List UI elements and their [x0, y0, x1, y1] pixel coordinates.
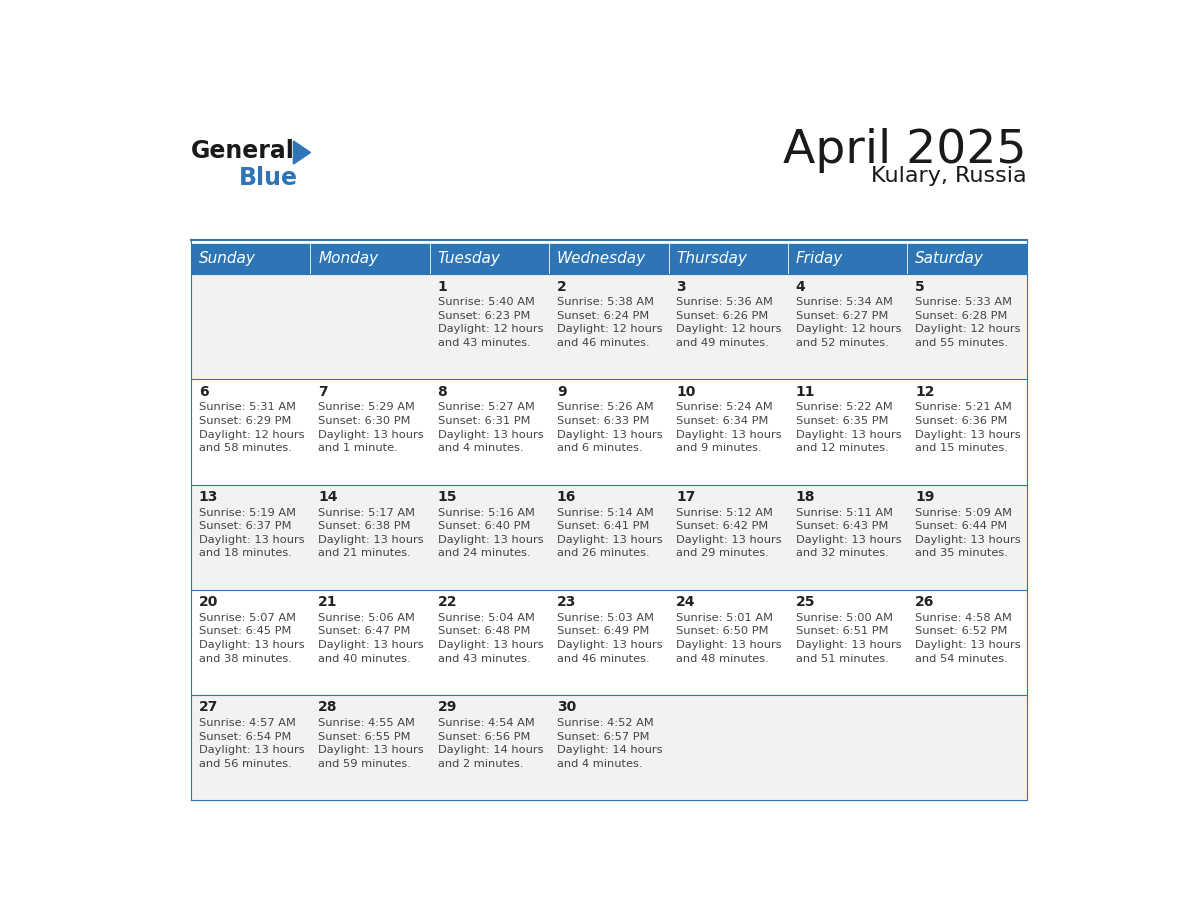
Text: April 2025: April 2025 [783, 128, 1026, 173]
Text: Sunrise: 5:12 AM
Sunset: 6:42 PM
Daylight: 13 hours
and 29 minutes.: Sunrise: 5:12 AM Sunset: 6:42 PM Dayligh… [676, 508, 782, 558]
Text: Sunrise: 4:58 AM
Sunset: 6:52 PM
Daylight: 13 hours
and 54 minutes.: Sunrise: 4:58 AM Sunset: 6:52 PM Dayligh… [915, 613, 1020, 664]
Text: Sunrise: 5:31 AM
Sunset: 6:29 PM
Daylight: 12 hours
and 58 minutes.: Sunrise: 5:31 AM Sunset: 6:29 PM Dayligh… [198, 402, 304, 453]
Text: 23: 23 [557, 595, 576, 610]
Text: Sunrise: 5:22 AM
Sunset: 6:35 PM
Daylight: 13 hours
and 12 minutes.: Sunrise: 5:22 AM Sunset: 6:35 PM Dayligh… [796, 402, 902, 453]
Text: Monday: Monday [318, 252, 378, 266]
Text: Sunrise: 5:38 AM
Sunset: 6:24 PM
Daylight: 12 hours
and 46 minutes.: Sunrise: 5:38 AM Sunset: 6:24 PM Dayligh… [557, 297, 663, 348]
Text: 4: 4 [796, 280, 805, 294]
Bar [191, 695, 1026, 800]
Text: Sunrise: 5:40 AM
Sunset: 6:23 PM
Daylight: 12 hours
and 43 minutes.: Sunrise: 5:40 AM Sunset: 6:23 PM Dayligh… [437, 297, 543, 348]
Text: Blue: Blue [239, 166, 298, 190]
Text: Sunrise: 4:57 AM
Sunset: 6:54 PM
Daylight: 13 hours
and 56 minutes.: Sunrise: 4:57 AM Sunset: 6:54 PM Dayligh… [198, 718, 304, 768]
Bar [549, 243, 669, 274]
Text: 27: 27 [198, 700, 219, 714]
Text: Sunrise: 5:16 AM
Sunset: 6:40 PM
Daylight: 13 hours
and 24 minutes.: Sunrise: 5:16 AM Sunset: 6:40 PM Dayligh… [437, 508, 543, 558]
Text: 8: 8 [437, 385, 448, 398]
Bar [310, 243, 430, 274]
Text: Sunrise: 5:21 AM
Sunset: 6:36 PM
Daylight: 13 hours
and 15 minutes.: Sunrise: 5:21 AM Sunset: 6:36 PM Dayligh… [915, 402, 1020, 453]
Bar [191, 379, 1026, 485]
Text: Sunrise: 4:55 AM
Sunset: 6:55 PM
Daylight: 13 hours
and 59 minutes.: Sunrise: 4:55 AM Sunset: 6:55 PM Dayligh… [318, 718, 424, 768]
Bar [430, 243, 549, 274]
Text: Friday: Friday [796, 252, 842, 266]
Text: Tuesday: Tuesday [437, 252, 500, 266]
Text: Sunrise: 5:07 AM
Sunset: 6:45 PM
Daylight: 13 hours
and 38 minutes.: Sunrise: 5:07 AM Sunset: 6:45 PM Dayligh… [198, 613, 304, 664]
Text: 22: 22 [437, 595, 457, 610]
Polygon shape [293, 141, 310, 164]
Text: 18: 18 [796, 490, 815, 504]
Text: 20: 20 [198, 595, 219, 610]
Bar [191, 589, 1026, 695]
Text: Wednesday: Wednesday [557, 252, 646, 266]
Text: 12: 12 [915, 385, 935, 398]
Text: Sunrise: 5:03 AM
Sunset: 6:49 PM
Daylight: 13 hours
and 46 minutes.: Sunrise: 5:03 AM Sunset: 6:49 PM Dayligh… [557, 613, 663, 664]
Text: General: General [191, 140, 295, 163]
Text: Sunrise: 5:26 AM
Sunset: 6:33 PM
Daylight: 13 hours
and 6 minutes.: Sunrise: 5:26 AM Sunset: 6:33 PM Dayligh… [557, 402, 663, 453]
Text: 30: 30 [557, 700, 576, 714]
Text: Sunday: Sunday [198, 252, 255, 266]
Text: 3: 3 [676, 280, 685, 294]
Text: 13: 13 [198, 490, 219, 504]
Text: 2: 2 [557, 280, 567, 294]
Bar [191, 274, 1026, 379]
Text: Sunrise: 5:09 AM
Sunset: 6:44 PM
Daylight: 13 hours
and 35 minutes.: Sunrise: 5:09 AM Sunset: 6:44 PM Dayligh… [915, 508, 1020, 558]
Text: 24: 24 [676, 595, 696, 610]
Bar [669, 243, 788, 274]
Text: Sunrise: 5:19 AM
Sunset: 6:37 PM
Daylight: 13 hours
and 18 minutes.: Sunrise: 5:19 AM Sunset: 6:37 PM Dayligh… [198, 508, 304, 558]
Text: Sunrise: 5:06 AM
Sunset: 6:47 PM
Daylight: 13 hours
and 40 minutes.: Sunrise: 5:06 AM Sunset: 6:47 PM Dayligh… [318, 613, 424, 664]
Text: 17: 17 [676, 490, 696, 504]
Text: 1: 1 [437, 280, 448, 294]
Text: Sunrise: 5:00 AM
Sunset: 6:51 PM
Daylight: 13 hours
and 51 minutes.: Sunrise: 5:00 AM Sunset: 6:51 PM Dayligh… [796, 613, 902, 664]
Text: 5: 5 [915, 280, 924, 294]
Text: Sunrise: 5:34 AM
Sunset: 6:27 PM
Daylight: 12 hours
and 52 minutes.: Sunrise: 5:34 AM Sunset: 6:27 PM Dayligh… [796, 297, 902, 348]
Bar [788, 243, 908, 274]
Text: Saturday: Saturday [915, 252, 984, 266]
Text: Thursday: Thursday [676, 252, 747, 266]
Text: 16: 16 [557, 490, 576, 504]
Text: Sunrise: 5:17 AM
Sunset: 6:38 PM
Daylight: 13 hours
and 21 minutes.: Sunrise: 5:17 AM Sunset: 6:38 PM Dayligh… [318, 508, 424, 558]
Text: Sunrise: 5:14 AM
Sunset: 6:41 PM
Daylight: 13 hours
and 26 minutes.: Sunrise: 5:14 AM Sunset: 6:41 PM Dayligh… [557, 508, 663, 558]
Text: Sunrise: 4:54 AM
Sunset: 6:56 PM
Daylight: 14 hours
and 2 minutes.: Sunrise: 4:54 AM Sunset: 6:56 PM Dayligh… [437, 718, 543, 768]
Bar [908, 243, 1026, 274]
Text: 14: 14 [318, 490, 337, 504]
Text: Sunrise: 5:36 AM
Sunset: 6:26 PM
Daylight: 12 hours
and 49 minutes.: Sunrise: 5:36 AM Sunset: 6:26 PM Dayligh… [676, 297, 782, 348]
Text: 19: 19 [915, 490, 934, 504]
Text: Sunrise: 5:24 AM
Sunset: 6:34 PM
Daylight: 13 hours
and 9 minutes.: Sunrise: 5:24 AM Sunset: 6:34 PM Dayligh… [676, 402, 782, 453]
Text: 10: 10 [676, 385, 696, 398]
Text: 7: 7 [318, 385, 328, 398]
Text: 6: 6 [198, 385, 209, 398]
Text: Kulary, Russia: Kulary, Russia [871, 166, 1026, 186]
Text: Sunrise: 5:01 AM
Sunset: 6:50 PM
Daylight: 13 hours
and 48 minutes.: Sunrise: 5:01 AM Sunset: 6:50 PM Dayligh… [676, 613, 782, 664]
Text: 21: 21 [318, 595, 337, 610]
Text: 29: 29 [437, 700, 457, 714]
Text: Sunrise: 5:27 AM
Sunset: 6:31 PM
Daylight: 13 hours
and 4 minutes.: Sunrise: 5:27 AM Sunset: 6:31 PM Dayligh… [437, 402, 543, 453]
Text: 9: 9 [557, 385, 567, 398]
Text: 11: 11 [796, 385, 815, 398]
Text: Sunrise: 5:29 AM
Sunset: 6:30 PM
Daylight: 13 hours
and 1 minute.: Sunrise: 5:29 AM Sunset: 6:30 PM Dayligh… [318, 402, 424, 453]
Text: 26: 26 [915, 595, 934, 610]
Text: 15: 15 [437, 490, 457, 504]
Bar [191, 485, 1026, 589]
Text: Sunrise: 4:52 AM
Sunset: 6:57 PM
Daylight: 14 hours
and 4 minutes.: Sunrise: 4:52 AM Sunset: 6:57 PM Dayligh… [557, 718, 663, 768]
Text: 25: 25 [796, 595, 815, 610]
Text: Sunrise: 5:04 AM
Sunset: 6:48 PM
Daylight: 13 hours
and 43 minutes.: Sunrise: 5:04 AM Sunset: 6:48 PM Dayligh… [437, 613, 543, 664]
Bar [191, 243, 310, 274]
Text: 28: 28 [318, 700, 337, 714]
Text: Sunrise: 5:33 AM
Sunset: 6:28 PM
Daylight: 12 hours
and 55 minutes.: Sunrise: 5:33 AM Sunset: 6:28 PM Dayligh… [915, 297, 1020, 348]
Text: Sunrise: 5:11 AM
Sunset: 6:43 PM
Daylight: 13 hours
and 32 minutes.: Sunrise: 5:11 AM Sunset: 6:43 PM Dayligh… [796, 508, 902, 558]
